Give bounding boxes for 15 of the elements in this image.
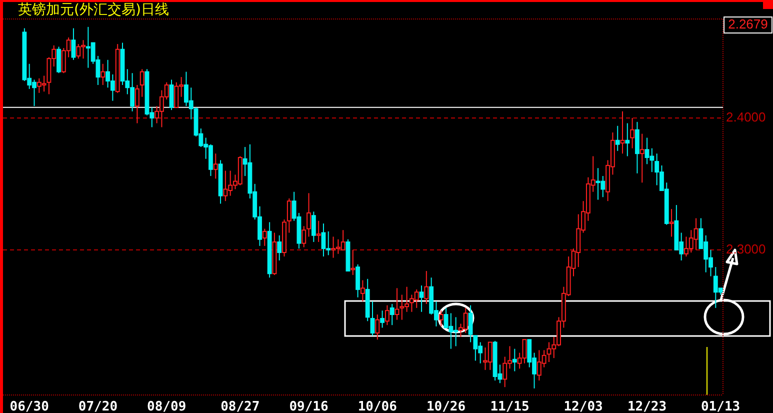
x-tick-label: 09/16 [289, 400, 329, 413]
x-tick-label: 06/30 [10, 400, 50, 413]
chart-title: 英镑加元(外汇交易)日线 [18, 2, 169, 18]
x-tick-label: 10/06 [358, 400, 398, 413]
x-tick-label: 08/09 [147, 400, 186, 413]
text: 2.2679 [728, 16, 768, 32]
x-tick-label: 01/13 [700, 400, 740, 413]
y-tick-label: 2.4000 [726, 109, 766, 124]
x-tick-label: 07/20 [78, 400, 118, 413]
x-tick-label: 08/27 [220, 400, 260, 413]
y-tick-label: 2.3000 [726, 241, 766, 256]
x-tick-label: 12/23 [627, 400, 667, 413]
x-tick-label: 12/03 [564, 400, 603, 413]
x-tick-label: 10/26 [426, 400, 466, 413]
x-tick-label: 11/15 [490, 400, 530, 413]
